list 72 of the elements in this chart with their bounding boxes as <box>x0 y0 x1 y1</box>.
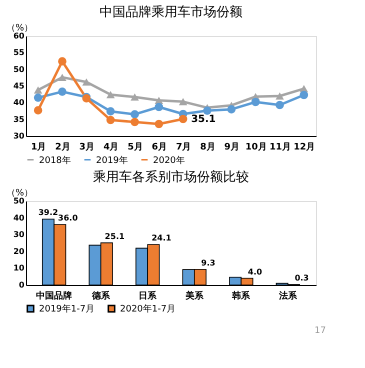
chart-title: 中国品牌乘用车市场份额 <box>100 5 242 20</box>
x-tick-label: 6月 <box>152 142 168 152</box>
point <box>154 120 164 128</box>
point <box>276 92 284 100</box>
x-tick-label: 4月 <box>103 142 119 152</box>
y-tick-label: 10 <box>13 264 25 273</box>
x-tick-label: 5月 <box>128 142 143 152</box>
y-tick-label: 50 <box>13 196 25 206</box>
x-tick-label: 11月 <box>269 142 292 152</box>
data-label: 9.3 <box>201 258 216 268</box>
point <box>178 114 188 124</box>
point <box>58 74 66 81</box>
point <box>154 102 164 112</box>
point <box>276 100 284 110</box>
y-tick-label: 30 <box>13 230 25 240</box>
x-tick-label: 10月 <box>245 142 267 152</box>
point <box>34 106 42 115</box>
x-tick-label: 12月 <box>294 142 316 152</box>
point <box>106 107 115 116</box>
point <box>34 86 42 94</box>
point <box>34 93 42 102</box>
x-tick-label: 美系 <box>184 290 204 302</box>
y-tick-label: 40 <box>13 98 25 108</box>
x-tick-label: 2月 <box>55 142 70 152</box>
point <box>203 106 212 115</box>
y-axis-title: （%） <box>6 24 34 34</box>
chart-title: 乘用车各系别市场份额比较 <box>93 170 249 185</box>
y-tick-label: 0 <box>18 280 25 290</box>
y-tick-label: 50 <box>13 64 25 74</box>
x-tick-label: 韩系 <box>231 290 252 302</box>
point <box>251 98 260 106</box>
point <box>130 93 139 101</box>
x-tick-label: 日系 <box>138 290 158 302</box>
point <box>58 57 66 66</box>
point <box>227 105 236 114</box>
x-tick-label: 德系 <box>90 290 111 302</box>
x-tick-label: 9月 <box>224 142 240 152</box>
point <box>82 78 91 86</box>
y-tick-label: 60 <box>13 32 25 40</box>
legend-label: 2019年1-7月 <box>39 304 95 315</box>
x-tick-label: 中国品牌 <box>36 290 72 302</box>
point <box>300 90 308 100</box>
y-tick-label: 45 <box>13 82 25 90</box>
data-label: 35.1 <box>191 114 216 125</box>
point <box>106 91 115 98</box>
x-tick-label: 7月 <box>176 142 192 152</box>
data-label: 39.2 <box>38 208 58 218</box>
text: 17 <box>314 326 326 336</box>
x-tick-label: 3月 <box>79 142 95 152</box>
y-tick-label: 35 <box>13 114 25 124</box>
x-tick-label: 法系 <box>278 290 298 302</box>
legend-label: 2020年 <box>153 154 185 166</box>
x-tick-label: 8月 <box>200 142 216 152</box>
data-label: 36.0 <box>58 214 78 223</box>
data-label: 0.3 <box>294 273 309 282</box>
point <box>106 116 115 124</box>
y-tick-label: 20 <box>13 246 25 256</box>
point <box>178 98 188 106</box>
legend-label: 2018年 <box>39 154 71 166</box>
y-axis-title: （%） <box>6 188 34 198</box>
y-tick-label: 40 <box>13 213 25 222</box>
point <box>130 110 139 119</box>
y-tick-label: 30 <box>13 132 25 140</box>
data-label: 25.1 <box>104 232 125 241</box>
data-label: 4.0 <box>248 267 263 276</box>
legend-label: 2020年1-7月 <box>120 304 176 315</box>
x-tick-label: 1月 <box>30 142 46 152</box>
y-tick-label: 55 <box>13 48 25 58</box>
point <box>58 87 66 96</box>
data-label: 24.1 <box>152 234 172 243</box>
point <box>130 118 139 126</box>
legend-label: 2019年 <box>96 154 128 166</box>
